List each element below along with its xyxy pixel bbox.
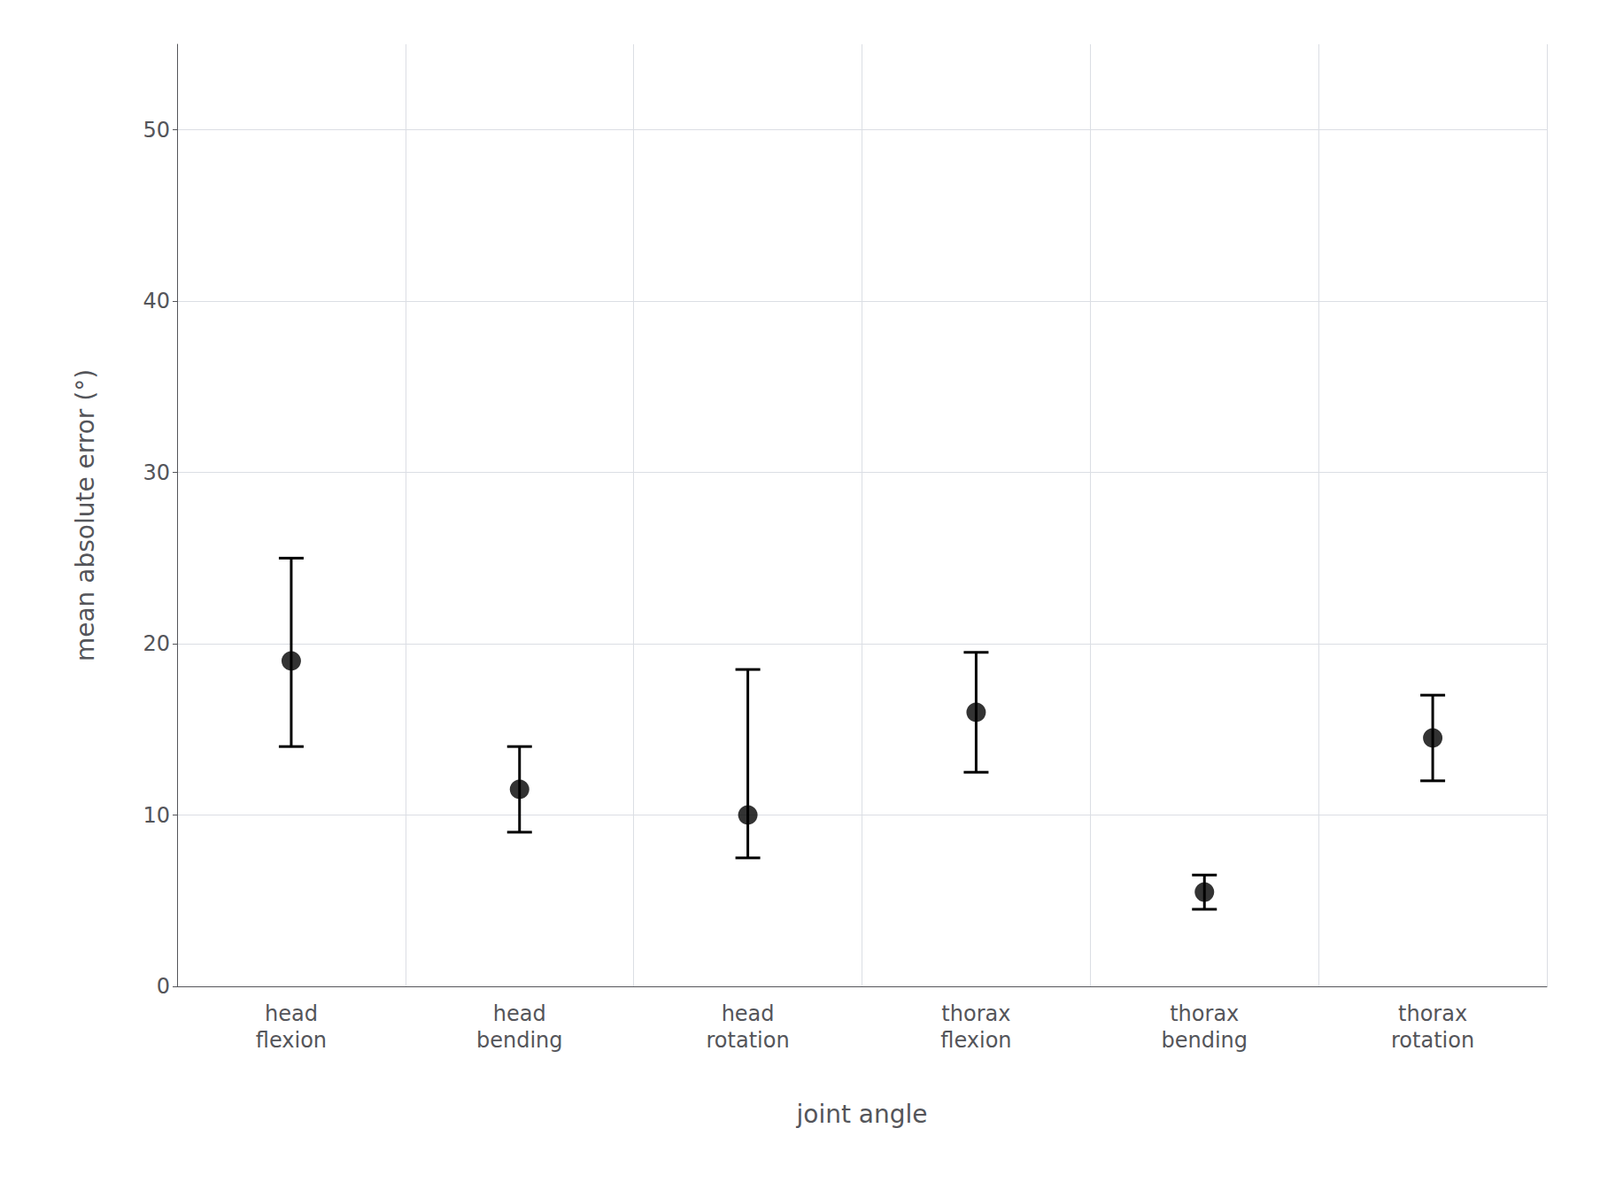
svg-text:flexion: flexion (940, 1028, 1012, 1053)
svg-text:bending: bending (476, 1028, 564, 1053)
svg-text:head: head (264, 1001, 318, 1027)
svg-text:joint angle: joint angle (796, 1099, 928, 1129)
svg-text:20: 20 (142, 631, 171, 657)
svg-text:40: 40 (142, 288, 171, 314)
svg-text:50: 50 (142, 117, 171, 143)
svg-text:10: 10 (142, 803, 171, 828)
svg-text:flexion: flexion (255, 1028, 327, 1053)
svg-text:bending: bending (1160, 1028, 1248, 1053)
svg-text:thorax: thorax (941, 1001, 1011, 1027)
svg-text:0: 0 (156, 973, 171, 999)
svg-text:head: head (493, 1001, 547, 1027)
svg-text:30: 30 (142, 460, 171, 486)
svg-text:rotation: rotation (1391, 1028, 1475, 1053)
svg-text:mean absolute error (°): mean absolute error (°) (70, 369, 101, 662)
svg-text:thorax: thorax (1169, 1001, 1239, 1027)
svg-text:thorax: thorax (1398, 1001, 1468, 1027)
svg-text:rotation: rotation (706, 1028, 790, 1053)
svg-text:head: head (721, 1001, 775, 1027)
